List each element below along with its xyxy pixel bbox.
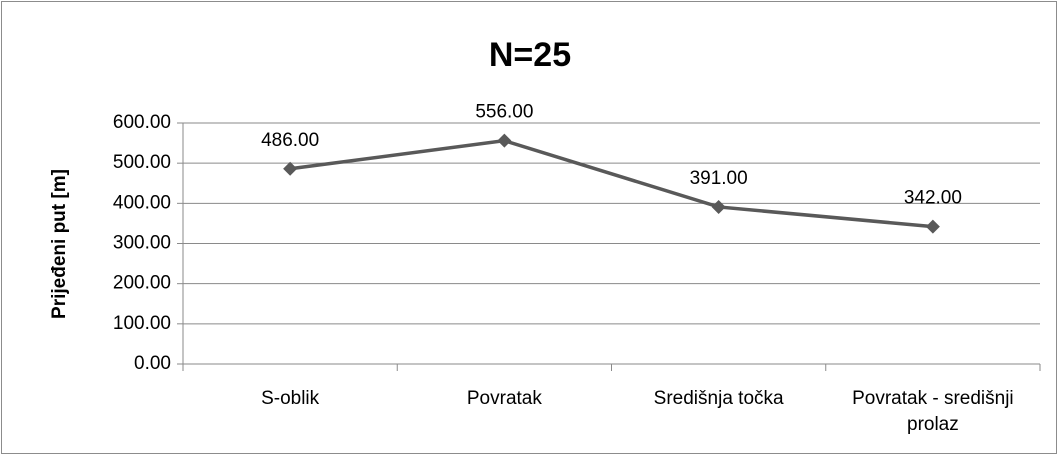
data-point — [711, 199, 726, 214]
data-line — [289, 138, 934, 229]
x-tick-label: S-oblik — [261, 388, 320, 409]
x-tick-label: Središnja točka — [653, 388, 784, 409]
data-label: 391.00 — [690, 168, 748, 189]
data-label: 556.00 — [475, 102, 533, 123]
y-tick-label: 600.00 — [113, 112, 171, 133]
data-point — [925, 219, 940, 234]
y-tick-label: 300.00 — [113, 233, 171, 254]
y-tick-label: 500.00 — [113, 152, 171, 173]
data-point — [283, 161, 298, 176]
y-axis-label: Prijeđeni put [m] — [49, 169, 70, 319]
chart-title: N=25 — [489, 36, 571, 74]
y-tick-label: 0.00 — [134, 353, 171, 374]
y-tick-label: 100.00 — [113, 313, 171, 334]
data-point — [497, 133, 512, 148]
x-tick-label: Povratak — [466, 388, 542, 409]
x-tick-label: Povratak - središnji prolaz — [852, 388, 1014, 435]
data-label: 342.00 — [904, 188, 962, 209]
data-label: 486.00 — [261, 130, 319, 151]
y-tick-label: 400.00 — [113, 192, 171, 213]
y-tick-label: 200.00 — [113, 273, 171, 294]
